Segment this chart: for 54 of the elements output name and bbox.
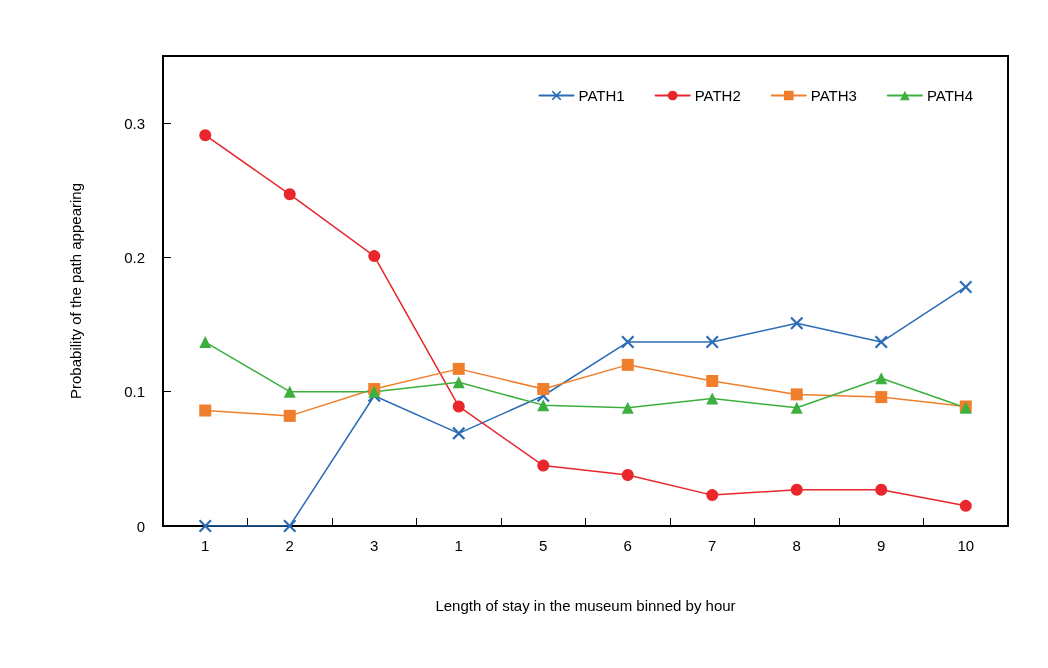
point [537,383,550,396]
point [199,404,212,417]
point [621,358,634,371]
y-tick-label: 0.1 [124,383,145,401]
y-tick-label: 0 [136,517,145,535]
y-tick-label: 0.3 [124,114,145,132]
point [875,483,888,496]
x-tick-label: 10 [957,537,975,554]
point [875,391,888,404]
y-axis-title: Probability of the path appearing [67,183,84,399]
point [705,335,719,349]
x-tick-label: 1 [454,537,463,554]
point [452,400,465,413]
point [199,129,212,142]
y-tick-label: 0.2 [124,248,145,266]
point [790,483,803,496]
x-tick-label: 2 [285,537,294,554]
legend-label: PATH3 [810,87,857,104]
x-tick-label: 6 [623,537,632,554]
point [706,374,719,387]
point [621,401,634,414]
point [537,459,550,472]
point [452,376,465,389]
x-tick-label: 8 [792,537,801,554]
x-tick-label: 5 [539,537,548,554]
point [790,401,803,414]
point [199,336,212,349]
point [198,519,212,533]
point [452,362,465,375]
point [874,335,888,349]
point [283,188,296,201]
point [368,250,381,263]
point [959,280,973,294]
point [621,468,634,481]
point [452,426,466,440]
x-tick-label: 9 [877,537,886,554]
point [706,489,719,502]
point [283,519,297,533]
point [283,385,296,398]
legend-label: PATH1 [578,87,625,104]
x-tick-label: 7 [708,537,717,554]
legend-label: PATH4 [926,87,973,104]
point [790,316,804,330]
point [283,409,296,422]
point [537,399,550,412]
point [621,335,635,349]
x-tick-label: 1 [201,537,210,554]
x-tick-label: 3 [370,537,379,554]
point [875,372,888,385]
x-axis-title: Length of stay in the museum binned by hour [435,597,736,614]
point [959,499,972,512]
legend-label: PATH2 [694,87,741,104]
point [790,388,803,401]
point [706,392,719,405]
